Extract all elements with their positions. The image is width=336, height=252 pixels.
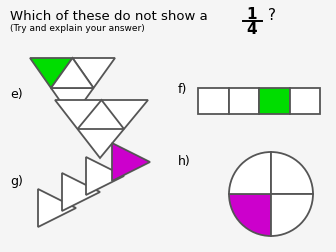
Text: (Try and explain your answer): (Try and explain your answer) (10, 24, 145, 33)
Bar (228, 88, 259, 114)
Text: Which of these do not show a: Which of these do not show a (10, 10, 208, 23)
Text: e): e) (10, 88, 23, 101)
Bar (290, 88, 320, 114)
Polygon shape (78, 100, 124, 129)
Wedge shape (271, 152, 313, 194)
Text: f): f) (178, 83, 187, 96)
Polygon shape (86, 157, 124, 195)
Text: g): g) (10, 175, 23, 188)
Polygon shape (73, 58, 115, 88)
Polygon shape (38, 189, 76, 227)
Bar (198, 88, 228, 114)
Polygon shape (51, 58, 93, 88)
Polygon shape (62, 173, 100, 211)
Text: 4: 4 (247, 22, 257, 37)
Wedge shape (271, 194, 313, 236)
Wedge shape (229, 152, 271, 194)
Text: ?: ? (268, 8, 276, 23)
Polygon shape (51, 88, 93, 118)
Text: h): h) (178, 155, 191, 168)
Wedge shape (229, 194, 271, 236)
Polygon shape (112, 143, 150, 181)
Polygon shape (30, 58, 73, 88)
Polygon shape (55, 100, 148, 158)
Text: 1: 1 (247, 7, 257, 22)
Bar (259, 88, 290, 114)
